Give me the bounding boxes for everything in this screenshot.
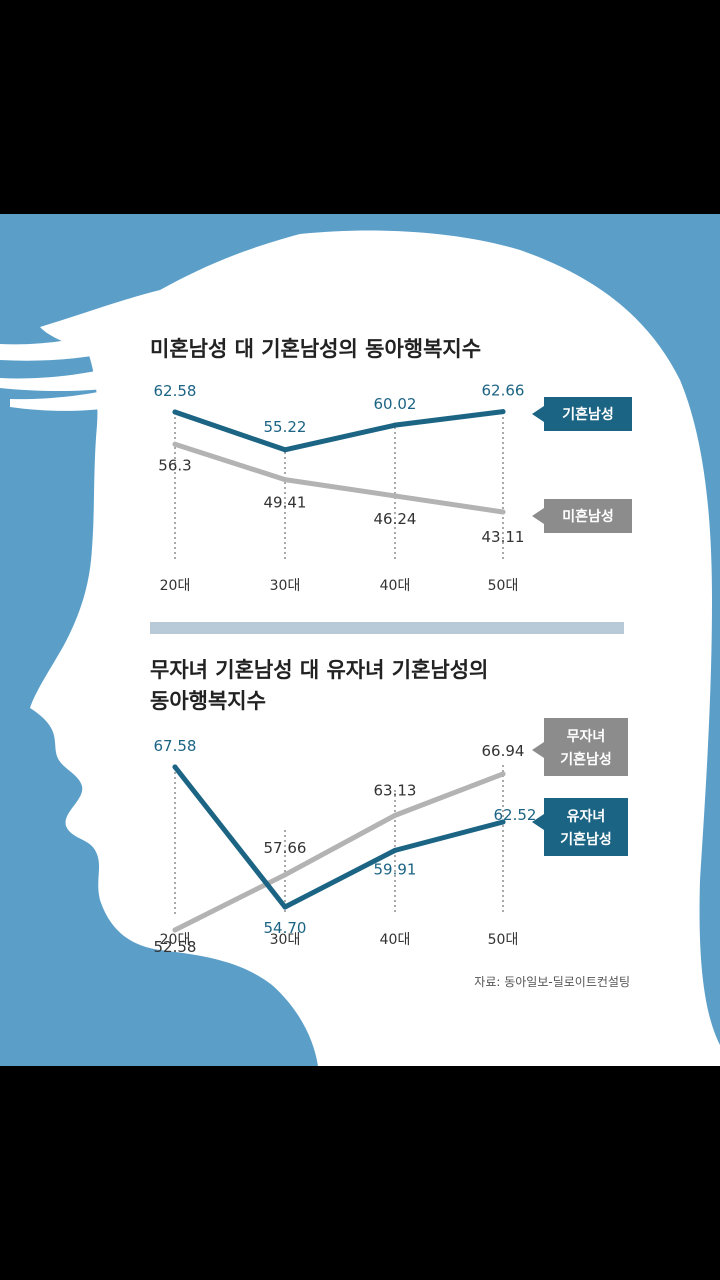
data-point xyxy=(392,422,398,428)
x-tick-label: 30대 xyxy=(270,932,301,948)
data-label: 43.11 xyxy=(482,528,525,546)
section-divider xyxy=(150,622,624,634)
data-label: 57.66 xyxy=(264,839,307,857)
data-point xyxy=(500,771,506,777)
data-label: 62.66 xyxy=(482,382,525,400)
x-tick-label: 30대 xyxy=(270,578,301,594)
chart2-data-labels: 52.58 57.66 63.13 66.94 67.58 54.70 59.91 62.52 xyxy=(154,737,537,956)
legend-unmarried-label: 미혼남성 xyxy=(562,508,614,525)
data-point xyxy=(392,847,398,853)
chart2-title-line1: 무자녀 기혼남성 대 유자녀 기혼남성의 xyxy=(150,658,488,682)
data-point xyxy=(392,493,398,499)
data-label: 59.91 xyxy=(374,860,417,878)
legend-married-box xyxy=(544,397,632,431)
data-label: 62.58 xyxy=(154,382,197,400)
data-point xyxy=(172,927,178,933)
legend-unmarried-box xyxy=(544,499,632,533)
data-label: 66.94 xyxy=(482,742,525,760)
x-tick-label: 20대 xyxy=(160,932,191,948)
data-label: 63.13 xyxy=(374,781,417,799)
series-line-1 xyxy=(172,409,506,453)
legend-parent-label-line2: 기혼남성 xyxy=(560,831,612,848)
data-point xyxy=(282,447,288,453)
series-line-2 xyxy=(172,441,506,515)
data-label: 54.70 xyxy=(264,919,307,937)
data-point xyxy=(500,509,506,515)
x-tick-label: 20대 xyxy=(160,578,191,594)
data-label: 49.41 xyxy=(264,494,307,512)
legend-married-pointer xyxy=(532,406,544,422)
data-label: 60.02 xyxy=(374,395,417,413)
source-note: 자료: 동아일보-딜로이트컨설팅 xyxy=(474,975,630,989)
chart1-title: 미혼남성 대 기혼남성의 동아행복지수 xyxy=(150,337,481,361)
legend-parent-box xyxy=(544,798,628,856)
legend-parent-pointer xyxy=(532,814,544,830)
data-label: 46.24 xyxy=(374,510,417,528)
data-point xyxy=(282,477,288,483)
hair-wisp-3 xyxy=(0,328,124,361)
data-point xyxy=(172,764,178,770)
chart1-x-ticks: 20대 30대 40대 50대 xyxy=(160,578,519,594)
head-silhouette xyxy=(30,230,720,1066)
data-label: 56.3 xyxy=(158,456,191,474)
chart-childless-vs-parent: 무자녀 기혼남성 대 유자녀 기혼남성의 동아행복지수 52.58 57.66 63… xyxy=(150,658,628,956)
hair-wisp-1 xyxy=(0,368,112,391)
chart1-data-labels: 62.58 55.22 60.02 62.66 56.3 49.41 46.24 43.11 xyxy=(154,382,525,546)
data-point xyxy=(282,872,288,878)
hair-wisp-2 xyxy=(10,390,110,411)
chart2-x-ticks: 20대 30대 40대 50대 xyxy=(160,932,519,948)
legend-childless-box xyxy=(544,718,628,776)
x-tick-label: 40대 xyxy=(380,578,411,594)
data-point xyxy=(172,409,178,415)
chart2-gridlines xyxy=(174,765,504,915)
legend-childless-label-line1: 무자녀 xyxy=(567,728,606,745)
data-label: 52.58 xyxy=(154,938,197,956)
legend-childless-label-line2: 기혼남성 xyxy=(560,751,612,768)
chart-married-vs-unmarried: 미혼남성 대 기혼남성의 동아행복지수 62.58 55.22 60.02 62.66… xyxy=(150,337,632,594)
chart2-title-line2: 동아행복지수 xyxy=(150,689,266,713)
legend-unmarried-pointer xyxy=(532,508,544,524)
data-label: 67.58 xyxy=(154,737,197,755)
x-tick-label: 40대 xyxy=(380,932,411,948)
data-label: 55.22 xyxy=(264,418,307,436)
data-point xyxy=(500,409,506,415)
data-point xyxy=(500,819,506,825)
data-point xyxy=(172,441,178,447)
data-point xyxy=(282,904,288,910)
legend-parent-label-line1: 유자녀 xyxy=(567,808,606,825)
series-line-2 xyxy=(172,764,506,910)
data-point xyxy=(392,812,398,818)
x-tick-label: 50대 xyxy=(488,932,519,948)
legend-childless-pointer xyxy=(532,742,544,758)
legend-married-label: 기혼남성 xyxy=(562,406,614,423)
x-tick-label: 50대 xyxy=(488,578,519,594)
chart1-series-lines xyxy=(172,409,506,515)
chart2-series-lines xyxy=(172,764,506,933)
series-line-1 xyxy=(172,771,506,933)
data-label: 62.52 xyxy=(494,806,537,824)
